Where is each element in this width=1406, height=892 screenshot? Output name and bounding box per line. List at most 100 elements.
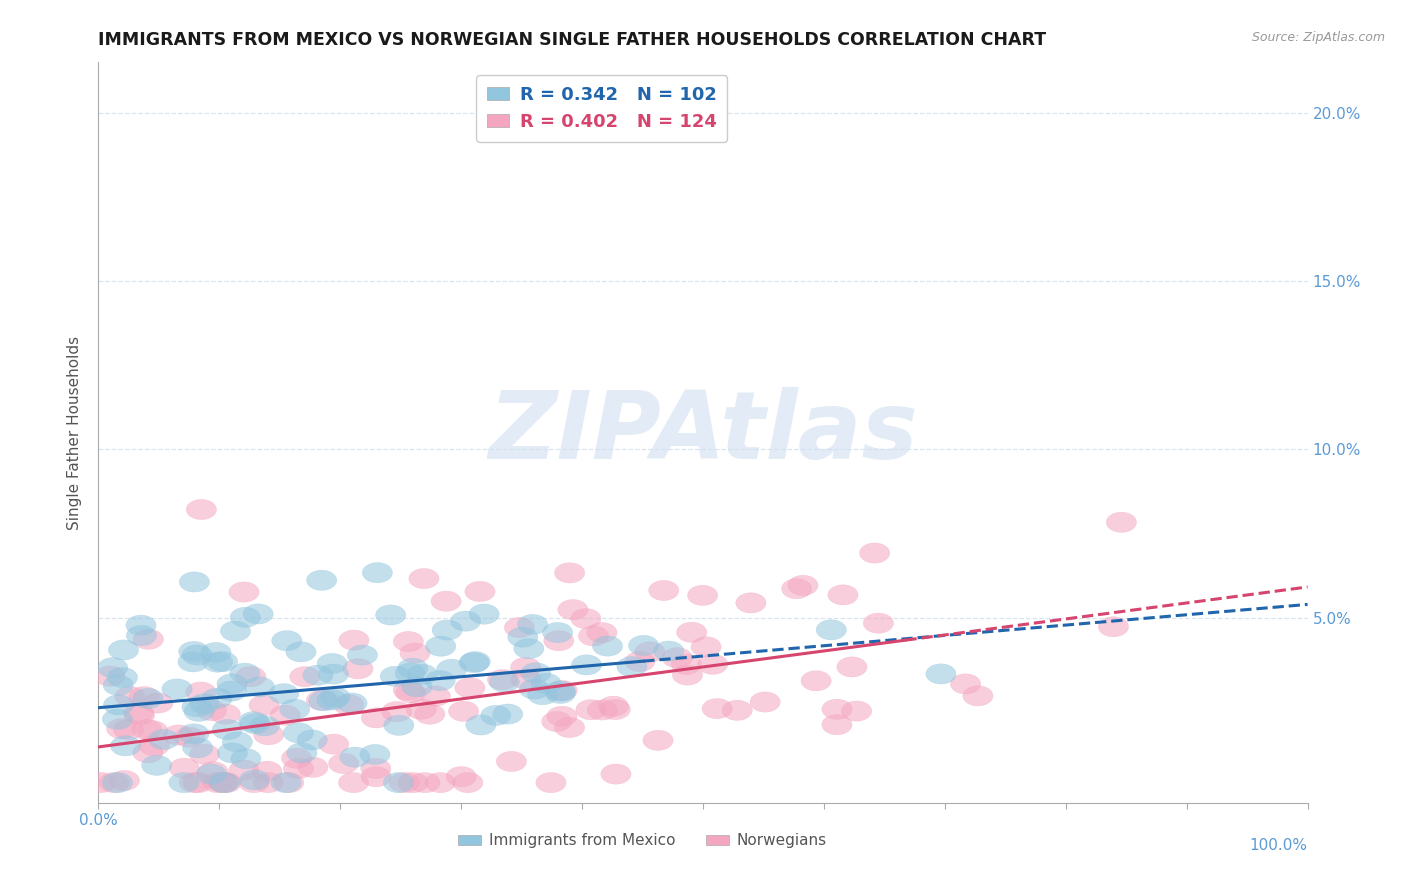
Ellipse shape	[280, 699, 309, 719]
Ellipse shape	[298, 757, 328, 778]
Ellipse shape	[114, 720, 143, 739]
Ellipse shape	[558, 599, 588, 620]
Ellipse shape	[208, 651, 238, 672]
Ellipse shape	[408, 665, 437, 684]
Ellipse shape	[837, 657, 868, 677]
Ellipse shape	[513, 639, 544, 659]
Ellipse shape	[588, 700, 617, 720]
Ellipse shape	[127, 625, 156, 646]
Ellipse shape	[536, 772, 567, 793]
Text: IMMIGRANTS FROM MEXICO VS NORWEGIAN SINGLE FATHER HOUSEHOLDS CORRELATION CHART: IMMIGRANTS FROM MEXICO VS NORWEGIAN SING…	[98, 31, 1046, 49]
Ellipse shape	[202, 772, 232, 793]
Text: ZIPAtlas: ZIPAtlas	[488, 386, 918, 479]
Ellipse shape	[115, 687, 145, 706]
Ellipse shape	[217, 673, 247, 694]
Ellipse shape	[520, 663, 551, 683]
Y-axis label: Single Father Households: Single Father Households	[67, 335, 83, 530]
Ellipse shape	[723, 700, 752, 721]
Ellipse shape	[963, 686, 993, 706]
Ellipse shape	[212, 720, 242, 739]
Ellipse shape	[202, 652, 233, 673]
Ellipse shape	[395, 663, 425, 683]
Ellipse shape	[527, 684, 558, 705]
Ellipse shape	[190, 744, 219, 764]
Ellipse shape	[302, 665, 333, 685]
Ellipse shape	[648, 581, 679, 600]
Ellipse shape	[389, 772, 419, 793]
Ellipse shape	[425, 671, 456, 690]
Ellipse shape	[274, 772, 304, 793]
Ellipse shape	[174, 727, 204, 747]
Legend: Immigrants from Mexico, Norwegians: Immigrants from Mexico, Norwegians	[453, 827, 832, 855]
Ellipse shape	[859, 543, 890, 563]
Ellipse shape	[925, 664, 956, 684]
Ellipse shape	[394, 680, 423, 700]
Ellipse shape	[132, 689, 163, 708]
Ellipse shape	[86, 772, 117, 793]
Ellipse shape	[415, 704, 444, 724]
Ellipse shape	[222, 731, 253, 752]
Ellipse shape	[202, 688, 232, 708]
Ellipse shape	[139, 736, 170, 756]
Ellipse shape	[236, 666, 266, 687]
Ellipse shape	[340, 747, 370, 767]
Ellipse shape	[402, 677, 432, 697]
Ellipse shape	[134, 629, 163, 649]
Ellipse shape	[307, 690, 336, 710]
Ellipse shape	[240, 714, 270, 734]
Ellipse shape	[329, 754, 359, 773]
Ellipse shape	[197, 700, 226, 721]
Ellipse shape	[453, 772, 482, 793]
Ellipse shape	[138, 721, 167, 741]
Ellipse shape	[253, 772, 283, 793]
Ellipse shape	[546, 681, 575, 701]
Ellipse shape	[179, 572, 209, 592]
Ellipse shape	[333, 695, 364, 714]
Ellipse shape	[142, 756, 172, 775]
Ellipse shape	[465, 714, 496, 735]
Ellipse shape	[576, 699, 606, 720]
Ellipse shape	[108, 640, 139, 660]
Ellipse shape	[517, 615, 548, 634]
Ellipse shape	[270, 705, 301, 725]
Ellipse shape	[547, 681, 578, 700]
Ellipse shape	[446, 766, 477, 787]
Text: Source: ZipAtlas.com: Source: ZipAtlas.com	[1251, 31, 1385, 45]
Ellipse shape	[163, 725, 194, 745]
Ellipse shape	[634, 642, 665, 662]
Ellipse shape	[218, 743, 247, 763]
Ellipse shape	[94, 666, 125, 686]
Ellipse shape	[662, 648, 692, 668]
Text: 100.0%: 100.0%	[1250, 838, 1308, 854]
Ellipse shape	[950, 673, 980, 694]
Ellipse shape	[347, 645, 378, 665]
Ellipse shape	[600, 699, 630, 720]
Ellipse shape	[179, 772, 209, 793]
Ellipse shape	[129, 687, 159, 706]
Ellipse shape	[361, 708, 391, 728]
Ellipse shape	[110, 771, 139, 790]
Ellipse shape	[697, 654, 728, 674]
Ellipse shape	[823, 699, 852, 719]
Ellipse shape	[554, 563, 585, 583]
Ellipse shape	[103, 709, 132, 730]
Ellipse shape	[801, 671, 831, 691]
Ellipse shape	[617, 657, 647, 677]
Ellipse shape	[654, 641, 683, 661]
Ellipse shape	[281, 748, 312, 768]
Ellipse shape	[592, 636, 623, 657]
Ellipse shape	[307, 570, 337, 591]
Ellipse shape	[454, 678, 485, 698]
Ellipse shape	[132, 743, 163, 763]
Ellipse shape	[208, 772, 238, 793]
Ellipse shape	[181, 697, 212, 717]
Ellipse shape	[380, 666, 411, 687]
Ellipse shape	[197, 764, 226, 784]
Ellipse shape	[426, 636, 456, 657]
Ellipse shape	[735, 593, 766, 613]
Ellipse shape	[863, 613, 893, 633]
Ellipse shape	[229, 663, 260, 683]
Ellipse shape	[318, 664, 349, 684]
Ellipse shape	[104, 695, 134, 715]
Ellipse shape	[239, 772, 269, 793]
